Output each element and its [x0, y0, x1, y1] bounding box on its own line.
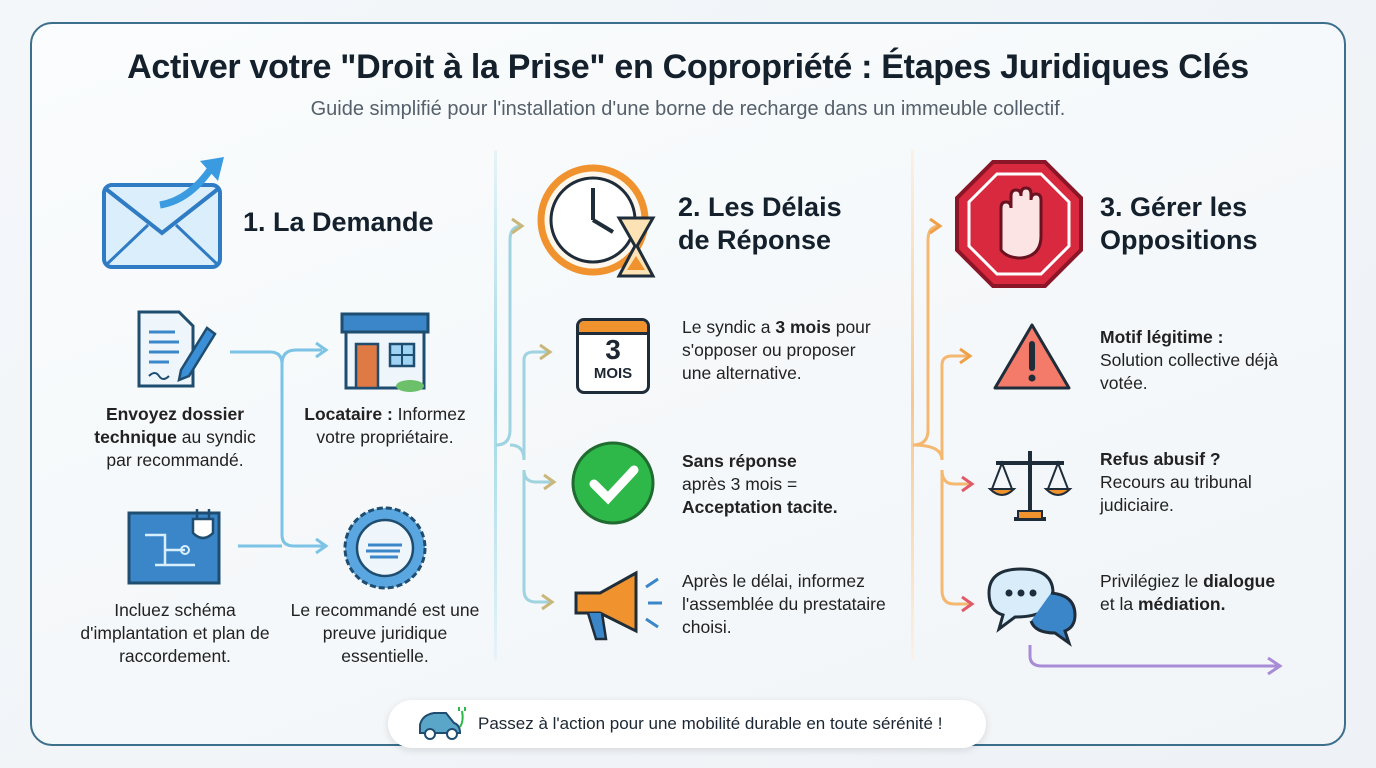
clock-hourglass-icon — [537, 164, 656, 278]
check-circle-icon — [571, 441, 655, 525]
flow-arrows-section-1 — [230, 341, 329, 555]
footer-call-to-action: Passez à l'action pour une mobilité dura… — [388, 700, 986, 748]
step-proof-text: Le recommandé est une preuve juridique e… — [290, 600, 480, 666]
stop-hand-icon — [955, 160, 1083, 288]
scales-icon — [987, 451, 1073, 521]
tacit-acceptance-text: Sans réponse après 3 mois = Acceptation … — [682, 451, 838, 517]
electric-car-icon — [419, 707, 466, 740]
step-send-file-text: Envoyez dossier technique au syndic par … — [94, 404, 256, 470]
page-subtitle: Guide simplifié pour l'installation d'un… — [310, 98, 1066, 120]
inform-assembly-text: Après le délai, informez l'assemblée du … — [682, 571, 886, 637]
abusive-refusal-text: Refus abusif ? Recours au tribunal judic… — [1100, 449, 1252, 515]
delay-3-months-text: Le syndic a 3 mois pour s'opposer ou pro… — [682, 317, 871, 383]
dialogue-mediation-text: Privilégiez le dialogue et la médiation. — [1100, 571, 1276, 614]
calendar-icon: 3 MOIS — [576, 318, 650, 394]
warning-icon — [993, 323, 1071, 390]
seal-icon — [343, 506, 427, 590]
flow-arrows-section-3 — [912, 217, 1283, 676]
calendar-number: 3 — [605, 334, 621, 365]
legitimate-reason-text: Motif légitime : Solution collective déj… — [1100, 327, 1279, 393]
step-include-plan-text: Incluez schéma d'implantation et plan de… — [80, 600, 270, 666]
calendar-label: MOIS — [593, 365, 633, 382]
document-pen-icon — [137, 310, 217, 388]
chat-bubbles-icon — [987, 567, 1077, 647]
footer-text: Passez à l'action pour une mobilité dura… — [478, 714, 943, 733]
step-tenant-text: Locataire : Informez votre propriétaire. — [304, 404, 466, 447]
megaphone-icon — [574, 570, 662, 641]
house-icon — [340, 312, 430, 392]
section-3-title: 3. Gérer les Oppositions — [1100, 192, 1258, 255]
section-2-title: 2. Les Délais de Réponse — [678, 192, 842, 255]
divider — [911, 150, 914, 660]
divider — [494, 150, 497, 660]
flow-arrows-section-2 — [495, 217, 557, 611]
infographic-frame — [30, 22, 1346, 746]
envelope-arrow-icon — [102, 157, 224, 269]
blueprint-plug-icon — [127, 509, 221, 585]
page-title: Activer votre "Droit à la Prise" en Copr… — [127, 48, 1249, 86]
section-1-title: 1. La Demande — [243, 207, 434, 237]
